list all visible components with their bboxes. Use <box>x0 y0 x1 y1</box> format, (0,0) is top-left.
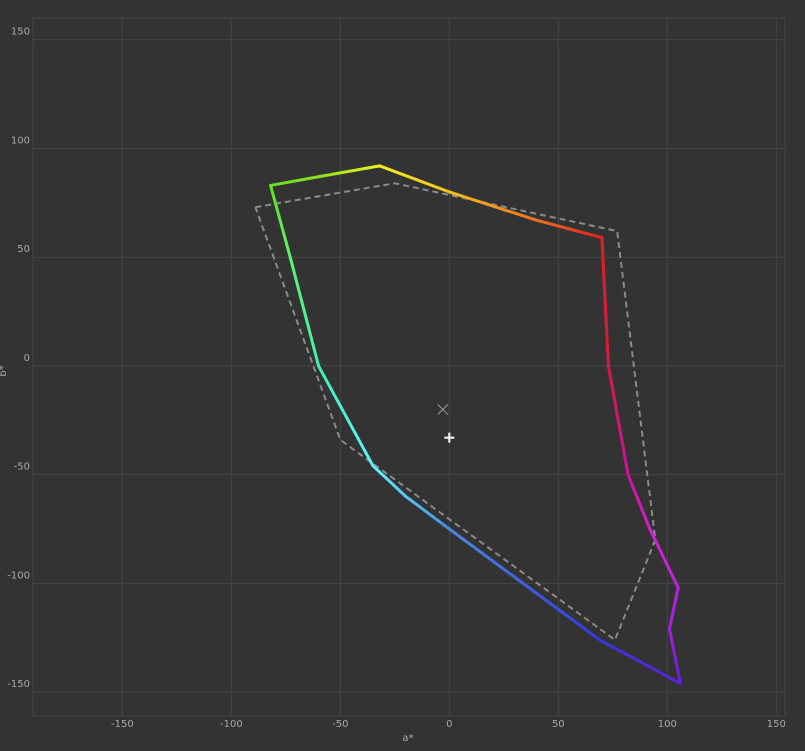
x-tick-label: 100 <box>658 719 677 730</box>
y-tick-label: -100 <box>7 570 30 581</box>
x-tick-label: 150 <box>767 719 786 730</box>
gamut-segment <box>648 527 680 590</box>
y-tick-label: 0 <box>24 353 30 364</box>
y-tick-label: -150 <box>7 679 30 690</box>
y-tick-label: 150 <box>11 27 30 38</box>
x-tick-label: 50 <box>552 719 565 730</box>
y-tick-label: -50 <box>14 462 30 473</box>
gamut-segment <box>447 190 539 222</box>
gamut-segment <box>667 627 682 685</box>
gamut-segment <box>378 164 451 194</box>
reference-gamut <box>254 182 657 642</box>
gamut-segment <box>598 638 682 685</box>
gamut-segment <box>447 527 602 642</box>
point-marker <box>437 403 449 415</box>
gamut-segment <box>317 164 382 179</box>
gamut-segment <box>600 236 610 368</box>
y-axis-label: b* <box>0 365 9 376</box>
gamut-segment <box>317 364 375 468</box>
y-tick-label: 50 <box>17 244 30 255</box>
gamut-segment <box>626 473 652 531</box>
gamut-segment <box>269 183 292 259</box>
gamut-segment <box>667 586 680 631</box>
y-tick-label: 100 <box>11 135 30 146</box>
x-tick-label: -150 <box>111 719 134 730</box>
gamut-segment <box>404 494 451 531</box>
x-axis-label: a* <box>402 733 413 744</box>
x-tick-label: 0 <box>446 719 452 730</box>
plot-frame <box>32 17 786 717</box>
x-tick-label: -100 <box>220 719 243 730</box>
gamut-segment <box>371 464 408 498</box>
point-marker <box>444 432 455 443</box>
gamut-segment <box>606 364 630 477</box>
gamut-segment <box>269 175 321 187</box>
x-tick-label: -50 <box>332 719 348 730</box>
gamut-segment <box>535 218 604 240</box>
gamut-segment <box>288 255 321 368</box>
